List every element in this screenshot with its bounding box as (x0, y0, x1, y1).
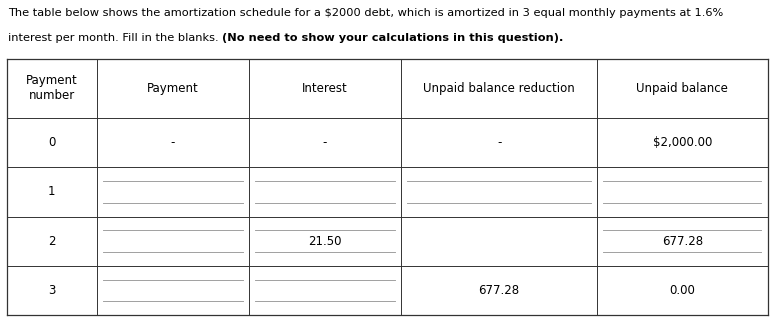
Text: Interest: Interest (302, 82, 348, 95)
Text: 3: 3 (48, 284, 56, 297)
Text: 677.28: 677.28 (662, 235, 703, 248)
Text: 0.00: 0.00 (669, 284, 696, 297)
Text: interest per month. Fill in the blanks.: interest per month. Fill in the blanks. (8, 33, 222, 43)
Text: -: - (171, 136, 175, 149)
Text: 2: 2 (48, 235, 56, 248)
Text: (No need to show your calculations in this question).: (No need to show your calculations in th… (222, 33, 564, 43)
Text: Unpaid balance: Unpaid balance (636, 82, 728, 95)
Text: 677.28: 677.28 (478, 284, 519, 297)
Text: Payment: Payment (147, 82, 199, 95)
Text: 1: 1 (48, 185, 56, 198)
Text: 21.50: 21.50 (308, 235, 342, 248)
Text: 0: 0 (48, 136, 56, 149)
Text: -: - (497, 136, 501, 149)
Text: Unpaid balance reduction: Unpaid balance reduction (423, 82, 575, 95)
Text: -: - (322, 136, 327, 149)
Text: $2,000.00: $2,000.00 (652, 136, 712, 149)
Text: The table below shows the amortization schedule for a $2000 debt, which is amort: The table below shows the amortization s… (8, 8, 723, 18)
Text: Payment
number: Payment number (26, 74, 78, 102)
